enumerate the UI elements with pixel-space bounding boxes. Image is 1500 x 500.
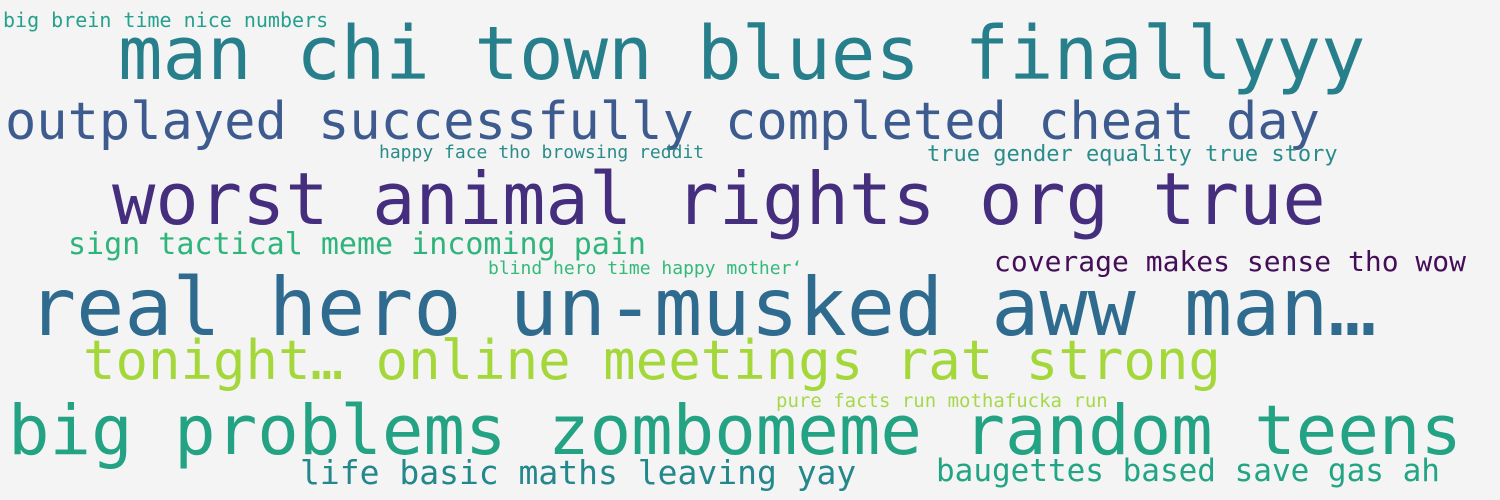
phrase-happy-face: happy face tho browsing reddit — [379, 142, 705, 163]
phrase-tonight: tonight… online meetings rat strong — [83, 329, 1221, 392]
phrase-baugettes: baugettes based save gas ah — [936, 453, 1440, 489]
phrase-outplayed: outplayed successfully completed cheat d… — [5, 92, 1320, 152]
phrase-blind-hero: blind hero time happy mother‘ — [488, 258, 803, 279]
phrase-big-brein: big brein time nice numbers — [3, 8, 329, 32]
phrase-pure-facts: pure facts run mothafucka run — [776, 390, 1108, 412]
phrase-life-basic: life basic maths leaving yay — [300, 453, 857, 492]
phrase-real-hero: real hero un-musked aww man… — [28, 261, 1377, 354]
phrase-true-gender: true gender equality true story — [927, 142, 1338, 167]
phrase-big-problems: big problems zombomeme random teens — [8, 391, 1462, 471]
phrase-sign-tactical: sign tactical meme incoming pain — [68, 227, 646, 262]
phrase-man-chi-town: man chi town blues finallyyy — [118, 11, 1366, 97]
phrase-worst-animal: worst animal rights org true — [112, 157, 1326, 241]
phrase-coverage: coverage makes sense tho wow — [994, 245, 1467, 278]
